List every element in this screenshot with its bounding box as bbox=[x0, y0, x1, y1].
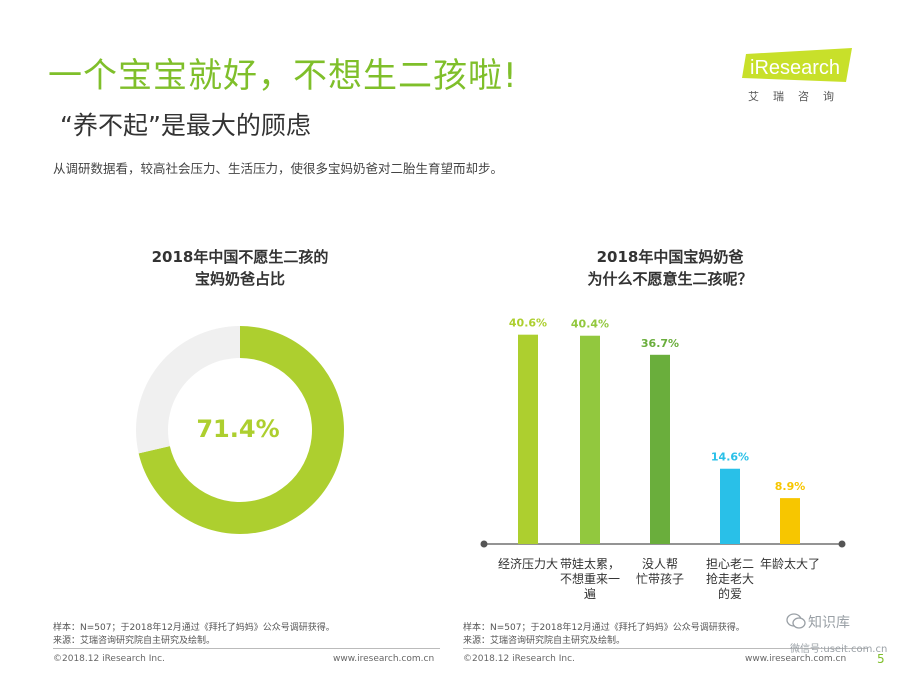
footer-left-source: 来源：艾瑞咨询研究院自主研究及绘制。 bbox=[53, 636, 216, 646]
footer-left-copyright: ©2018.12 iResearch Inc. bbox=[53, 654, 165, 664]
category-label-2-line-1: 带娃太累， bbox=[560, 556, 620, 571]
category-label-2-line-3: 遍 bbox=[584, 587, 596, 601]
footer-left-divider bbox=[53, 648, 440, 649]
axis-end-dot bbox=[838, 540, 846, 548]
category-label-4-line-1: 担心老二 bbox=[706, 557, 754, 571]
bar-title-line-1: 2018年中国宝妈奶爸 bbox=[596, 248, 744, 266]
bar-value-label-5: 8.9% bbox=[775, 480, 806, 493]
watermark-name: 知识库 bbox=[808, 615, 850, 631]
page-title: 一个宝宝就好，不想生二孩啦! bbox=[48, 56, 518, 96]
category-label-4-line-3: 的爱 bbox=[718, 586, 742, 601]
logo-brand-text: iResearch bbox=[750, 57, 840, 79]
axis-start-dot bbox=[480, 540, 488, 548]
logo-background bbox=[742, 48, 852, 82]
footer-right-copyright: ©2018.12 iResearch Inc. bbox=[463, 654, 575, 664]
page-description: 从调研数据看，较高社会压力、生活压力，使很多宝妈奶爸对二胎生育望而却步。 bbox=[53, 161, 504, 176]
donut-center-label: 71.4% bbox=[196, 415, 279, 443]
wechat-icon bbox=[786, 612, 806, 634]
bar-2 bbox=[580, 335, 600, 544]
donut-slice-1 bbox=[138, 326, 344, 534]
donut-title-line-2: 宝妈奶爸占比 bbox=[194, 270, 285, 288]
page-number: 5 bbox=[877, 652, 885, 666]
bar-value-label-2: 40.4% bbox=[571, 318, 609, 331]
bar-4 bbox=[720, 468, 740, 544]
footer-right-divider bbox=[463, 648, 868, 649]
bar-3 bbox=[650, 354, 670, 544]
donut-title-line-1: 2018年中国不愿生二孩的 bbox=[151, 248, 329, 266]
bar-title-line-2: 为什么不愿意生二孩呢？ bbox=[587, 270, 753, 288]
footer-right-sample: 样本：N=507；于2018年12月通过《拜托了妈妈》公众号调研获得。 bbox=[463, 623, 745, 633]
bar-5 bbox=[780, 498, 800, 544]
iresearch-logo: iResearch bbox=[742, 48, 854, 86]
category-label-1-line-1: 经济压力大 bbox=[498, 556, 558, 571]
category-label-3-line-2: 忙带孩子 bbox=[636, 572, 684, 586]
bar-value-label-3: 36.7% bbox=[641, 337, 679, 350]
footer-left-url: www.iresearch.com.cn bbox=[333, 654, 435, 664]
category-label-3-line-1: 没人帮 bbox=[642, 556, 678, 571]
footer-right-source: 来源：艾瑞咨询研究院自主研究及绘制。 bbox=[463, 636, 626, 646]
bar-value-label-4: 14.6% bbox=[711, 451, 749, 464]
category-label-4-line-2: 抢走老大 bbox=[706, 571, 754, 586]
donut-chart: 71.4% bbox=[135, 326, 344, 534]
footer-right-url: www.iresearch.com.cn bbox=[745, 654, 847, 664]
category-label-5-line-1: 年龄太大了 bbox=[760, 556, 820, 571]
watermark-account: 微信号:useit.com.cn bbox=[790, 644, 888, 655]
footer-left-sample: 样本：N=507；于2018年12月通过《拜托了妈妈》公众号调研获得。 bbox=[53, 623, 335, 633]
donut-chart-title: 2018年中国不愿生二孩的 宝妈奶爸占比 bbox=[100, 246, 380, 290]
page-subtitle: “养不起”是最大的顾虑 bbox=[60, 111, 311, 140]
bar-chart-title: 2018年中国宝妈奶爸 为什么不愿意生二孩呢？ bbox=[520, 246, 820, 290]
bar-value-label-1: 40.6% bbox=[509, 317, 547, 330]
category-label-2-line-2: 不想重来一 bbox=[560, 571, 620, 586]
bar-1 bbox=[518, 334, 538, 544]
logo-cn-text: 艾瑞咨询 bbox=[748, 90, 848, 103]
donut-slice-2 bbox=[135, 326, 240, 454]
